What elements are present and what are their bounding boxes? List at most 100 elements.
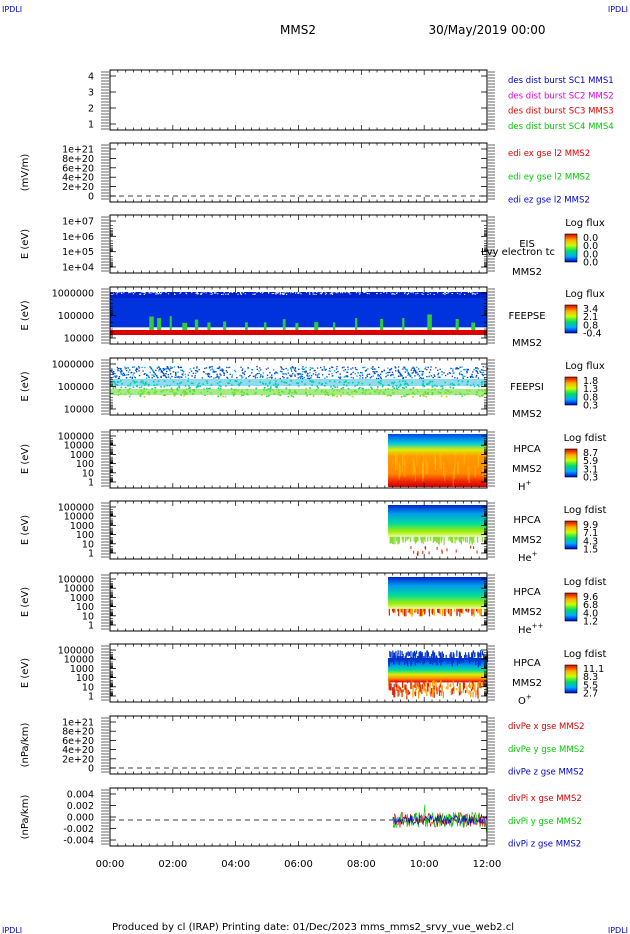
hpca-he-streak xyxy=(438,536,440,545)
hpca-he-streak xyxy=(414,608,416,612)
hpca-he-streak xyxy=(407,536,409,540)
hpca-o-streak xyxy=(439,659,441,663)
species-symbol: H xyxy=(518,482,526,493)
feepsi-speckle xyxy=(403,366,405,368)
species-label: H+ xyxy=(518,479,532,493)
feepse-burst xyxy=(245,322,248,330)
feepsi-speckle xyxy=(407,374,409,376)
hpca-o-streak xyxy=(441,657,443,663)
feepsi-speckle xyxy=(116,366,119,369)
feepsi-speckle xyxy=(404,368,407,371)
hpca-he-low-dot xyxy=(441,550,443,554)
feepsi-speckle xyxy=(455,368,457,370)
hpca-he-streak xyxy=(421,536,423,542)
feepsi-speckle xyxy=(351,367,354,369)
feepsi-speckle xyxy=(314,374,317,376)
hpca-o-streak xyxy=(442,653,445,658)
feepsi-speckle xyxy=(376,377,378,380)
feepsi-speckle xyxy=(122,374,124,377)
y-tick-label: 1e+04 xyxy=(62,263,94,274)
panel-frame xyxy=(109,715,488,775)
colorbar-tick-label: 2.1 xyxy=(583,312,598,323)
feepsi-speckle xyxy=(169,370,171,372)
feepsi-speckle xyxy=(362,366,364,369)
feepsi-speckle xyxy=(131,376,133,378)
feepsi-speckle xyxy=(177,376,180,378)
hpca-o-streak xyxy=(442,691,445,699)
feepsi-speckle xyxy=(290,375,293,377)
colorbar-tick-label: 0.3 xyxy=(583,473,598,484)
feepsi-speckle xyxy=(224,395,227,398)
legend-entry: des dist burst SC2 MMS2 xyxy=(508,91,614,101)
hpca-o-streak xyxy=(485,655,487,664)
y-tick-label: 1 xyxy=(88,120,94,131)
feepsi-speckle xyxy=(285,373,287,375)
feepsi-speckle xyxy=(397,386,400,388)
feepsi-speckle xyxy=(240,366,242,368)
feepsi-speckle xyxy=(299,376,301,378)
hpca-o-streak xyxy=(389,657,391,662)
hpca-h-streak xyxy=(474,465,476,478)
feepsi-speckle xyxy=(285,373,288,376)
colorbar-tick-label: 1.8 xyxy=(583,376,598,387)
species-label: O+ xyxy=(518,693,532,707)
feepsi-speckle xyxy=(207,372,210,375)
y-tick-label: 4e+20 xyxy=(62,173,94,184)
hpca-he-streak xyxy=(460,608,462,613)
hpca-o-streak xyxy=(418,681,420,687)
hpca-o-streak xyxy=(433,681,436,685)
feepsi-speckle xyxy=(227,382,229,385)
feepsi-speckle xyxy=(121,371,123,373)
feepsi-speckle xyxy=(239,382,241,385)
hpca-o-streak xyxy=(432,651,434,656)
feepsi-speckle xyxy=(223,374,225,376)
feepsi-speckle xyxy=(196,370,198,372)
hpca-o-streak xyxy=(483,653,485,661)
feepsi-speckle xyxy=(365,369,367,372)
feepsi-speckle xyxy=(116,369,119,371)
feepse-speckle xyxy=(297,291,300,293)
y-tick-label: 10000 xyxy=(64,655,94,666)
feepsi-speckle xyxy=(222,370,224,373)
hpca-o-streak xyxy=(412,685,414,691)
feepse-speckle xyxy=(232,292,234,294)
feepsi-speckle xyxy=(335,368,338,370)
feepsi-speckle xyxy=(230,387,233,390)
feepse-speckle xyxy=(347,292,349,294)
feepsi-speckle xyxy=(434,375,436,377)
hpca-o-streak xyxy=(418,689,420,696)
feepsi-speckle xyxy=(223,373,226,375)
feepsi-speckle xyxy=(140,386,143,388)
hpca-he-streak xyxy=(417,536,419,542)
y-tick-label: 1000 xyxy=(70,521,94,532)
feepsi-speckle xyxy=(118,377,120,379)
feepse-speckle xyxy=(119,291,121,293)
feepsi-speckle xyxy=(301,377,304,380)
hpca-o-streak xyxy=(477,691,479,699)
feepsi-speckle xyxy=(296,382,298,384)
feepsi-speckle xyxy=(424,368,426,370)
feepse-speckle xyxy=(375,291,377,293)
feepsi-speckle xyxy=(334,386,336,389)
feepsi-speckle xyxy=(406,369,408,371)
feepsi-speckle xyxy=(294,369,296,371)
feepsi-speckle xyxy=(282,375,284,378)
feepsi-speckle xyxy=(356,375,358,377)
feepsi-speckle xyxy=(125,377,128,379)
feepsi-speckle xyxy=(405,386,407,388)
feepse-burst xyxy=(157,318,162,330)
feepsi-speckle xyxy=(412,368,415,370)
feepsi-speckle xyxy=(162,375,165,377)
hpca-o-streak xyxy=(414,654,416,659)
feepsi-speckle xyxy=(251,372,253,374)
feepsi-speckle xyxy=(476,384,479,386)
feepsi-speckle xyxy=(266,385,269,387)
hpca-o-streak xyxy=(452,654,455,663)
feepse-speckle xyxy=(200,293,202,295)
feepsi-speckle xyxy=(449,372,452,374)
feepsi-speckle xyxy=(404,371,407,373)
feepsi-speckle xyxy=(419,376,422,379)
hpca-h-streak xyxy=(412,457,414,475)
feepse-speckle xyxy=(252,293,254,295)
feepsi-speckle xyxy=(422,380,425,383)
